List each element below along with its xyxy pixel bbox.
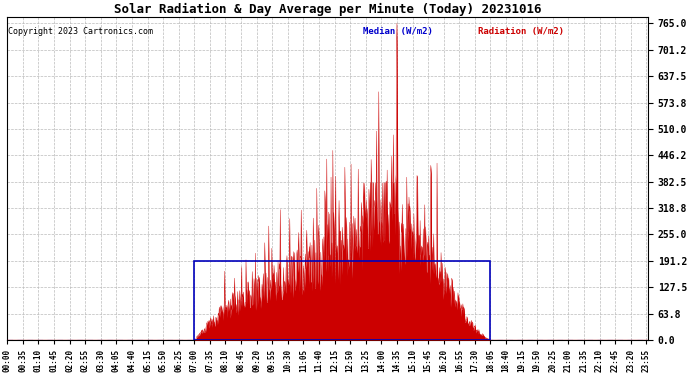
Text: Copyright 2023 Cartronics.com: Copyright 2023 Cartronics.com bbox=[8, 27, 153, 36]
Text: Radiation (W/m2): Radiation (W/m2) bbox=[478, 27, 564, 36]
Text: Median (W/m2): Median (W/m2) bbox=[363, 27, 433, 36]
Bar bbox=[195, 261, 491, 340]
Title: Solar Radiation & Day Average per Minute (Today) 20231016: Solar Radiation & Day Average per Minute… bbox=[114, 3, 542, 16]
